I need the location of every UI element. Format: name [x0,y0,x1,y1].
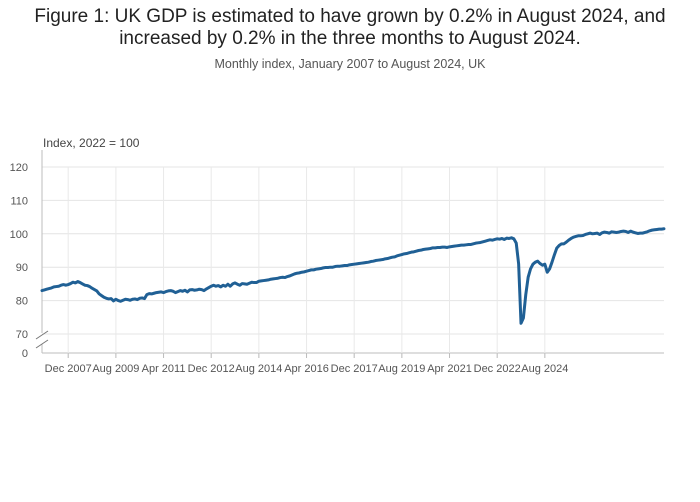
axis-break-mark [35,339,49,349]
chart-title-line-2: increased by 0.2% in the three months to… [119,28,581,49]
y-tick-label: 0 [22,348,28,360]
chart-subtitle: Monthly index, January 2007 to August 20… [214,57,486,71]
axis-break-mark [35,330,49,340]
x-tick-label: Aug 2014 [235,363,282,375]
x-tick-label: Dec 2012 [188,363,235,375]
x-tick-label: Dec 2007 [45,363,92,375]
x-tick-label: Apr 2016 [284,363,329,375]
x-tick-label: Aug 2024 [521,363,568,375]
y-tick-label: 100 [10,229,28,241]
x-tick-label: Apr 2021 [427,363,472,375]
x-tick-label: Dec 2017 [331,363,378,375]
gridlines [42,166,664,358]
series-line-gdp-index [40,227,666,325]
y-tick-label: 80 [16,296,28,308]
y-tick-label: 120 [10,162,28,174]
y-axis: 0 70 80 90 100 110 120 [10,150,49,360]
chart-title-line-1: Figure 1: UK GDP is estimated to have gr… [34,6,666,27]
y-tick-label: 110 [10,195,28,207]
x-tick-label: Aug 2019 [378,363,425,375]
y-axis-label: Index, 2022 = 100 [43,136,140,150]
y-tick-label: 70 [16,329,28,341]
x-tick-label: Apr 2011 [142,363,186,375]
x-tick-label: Aug 2009 [92,363,139,375]
x-axis: Dec 2007 Aug 2009 Apr 2011 Dec 2012 Aug 2014… [45,353,568,375]
y-tick-label: 90 [16,262,28,274]
chart-title: Figure 1: UK GDP is estimated to have gr… [0,6,700,50]
x-tick-label: Dec 2022 [474,363,521,375]
